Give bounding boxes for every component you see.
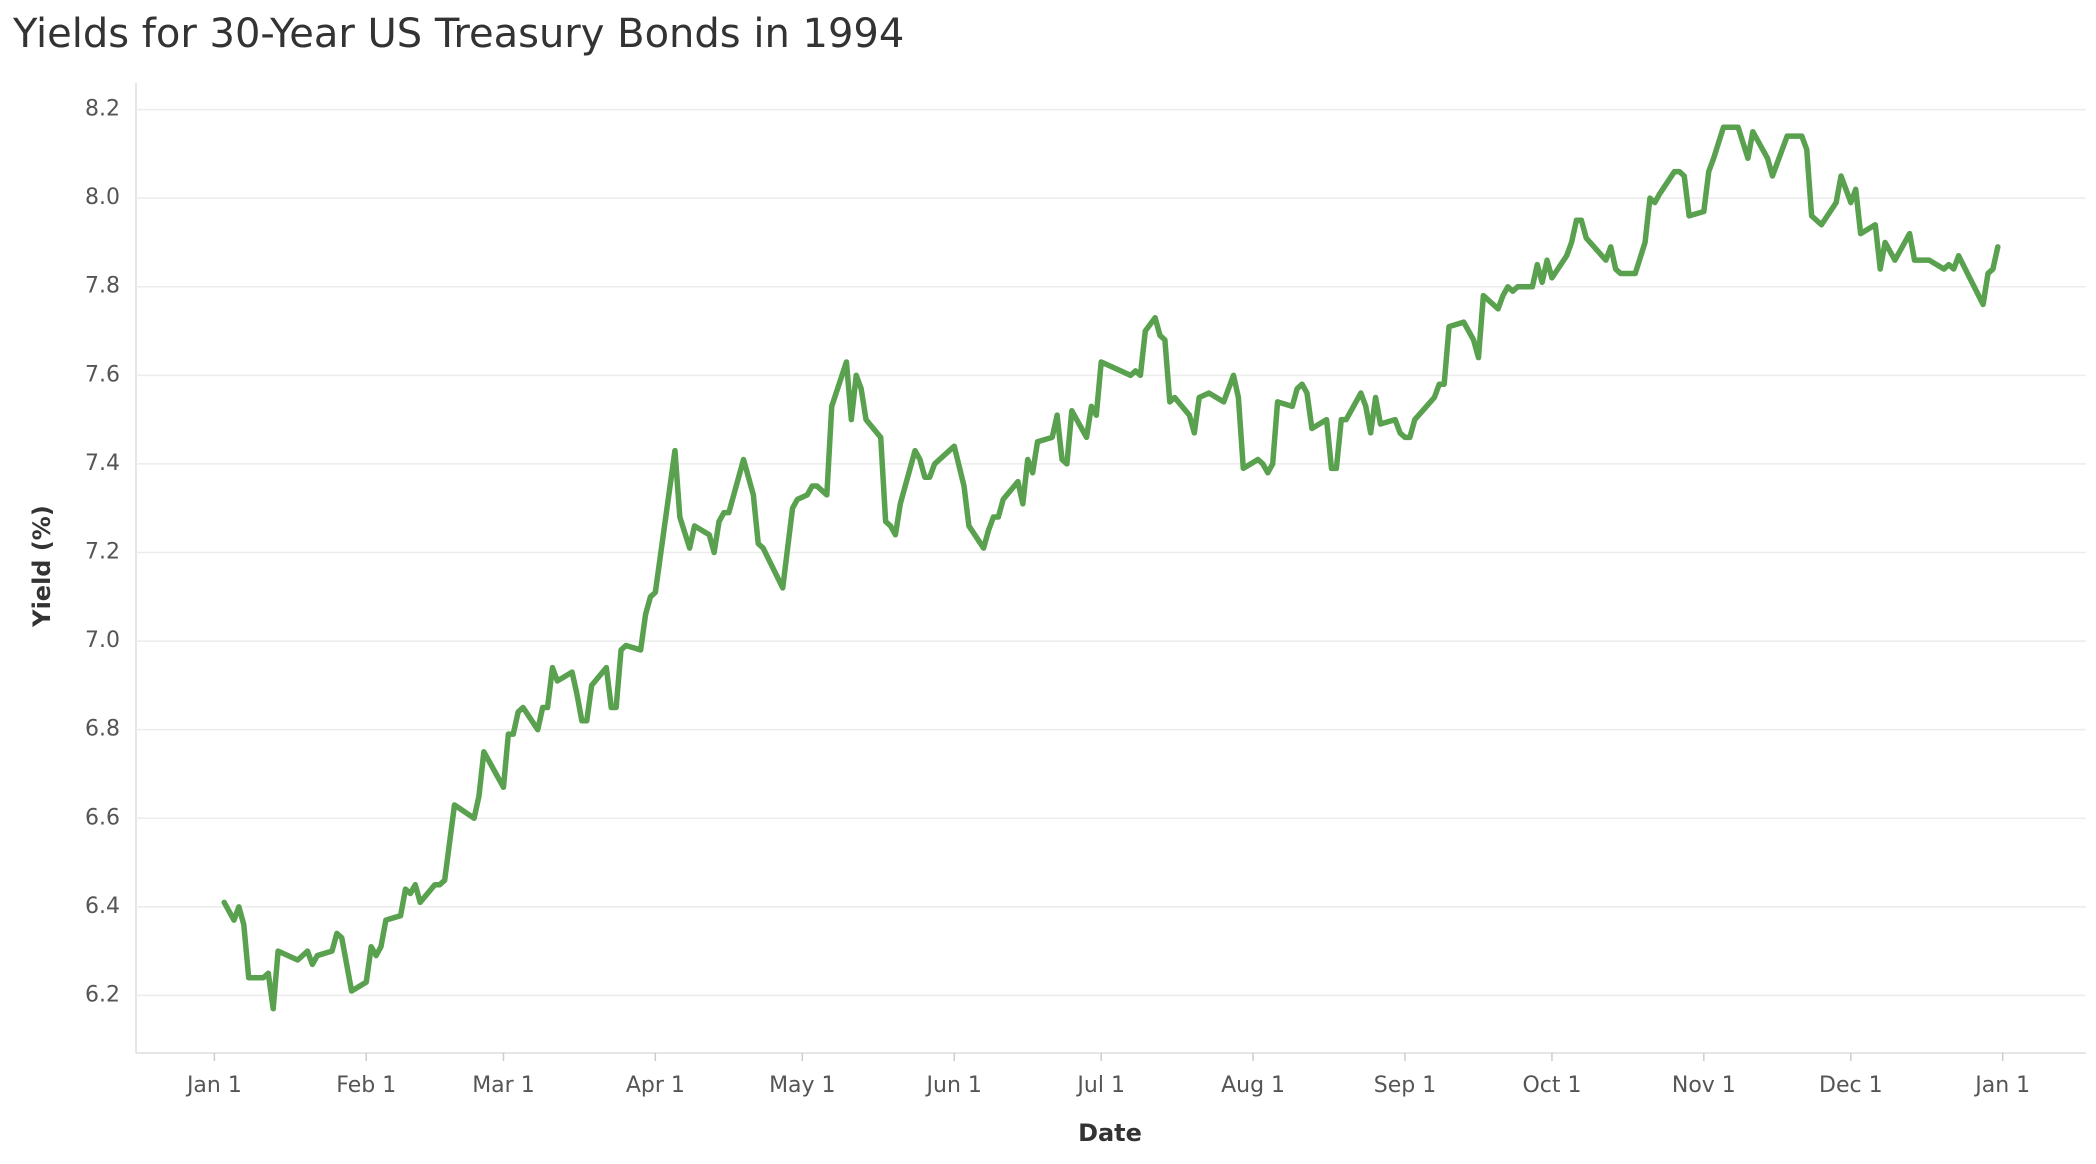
y-tick-label: 7.4 (85, 451, 120, 476)
x-tick-label: Feb 1 (336, 1073, 396, 1098)
y-tick-label: 7.6 (85, 362, 120, 387)
y-tick-label: 6.4 (85, 894, 120, 919)
y-tick-label: 6.2 (85, 982, 120, 1007)
x-tick-label: Jul 1 (1075, 1073, 1125, 1098)
x-tick-label: Dec 1 (1819, 1073, 1883, 1098)
x-tick-label: Nov 1 (1672, 1073, 1736, 1098)
x-tick-label: Jan 1 (1973, 1073, 2030, 1098)
x-tick-label: Apr 1 (626, 1073, 685, 1098)
y-axis-title: Yield (%) (28, 505, 56, 628)
x-tick-label: Jan 1 (185, 1073, 242, 1098)
y-tick-label: 7.2 (85, 539, 120, 564)
y-tick-label: 8.0 (85, 185, 120, 210)
y-tick-label: 7.0 (85, 628, 120, 653)
x-tick-label: May 1 (769, 1073, 835, 1098)
y-tick-label: 6.8 (85, 717, 120, 742)
y-tick-label: 7.8 (85, 274, 120, 299)
y-tick-label: 8.2 (85, 97, 120, 122)
x-axis-title: Date (1078, 1119, 1142, 1147)
x-tick-label: Sep 1 (1374, 1073, 1436, 1098)
y-tick-label: 6.6 (85, 805, 120, 830)
x-tick-label: Oct 1 (1522, 1073, 1581, 1098)
x-tick-label: Mar 1 (472, 1073, 535, 1098)
x-tick-label: Aug 1 (1221, 1073, 1285, 1098)
data-line (221, 124, 2001, 1012)
chart-title: Yields for 30-Year US Treasury Bonds in … (12, 11, 904, 57)
x-tick-label: Jun 1 (925, 1073, 982, 1098)
